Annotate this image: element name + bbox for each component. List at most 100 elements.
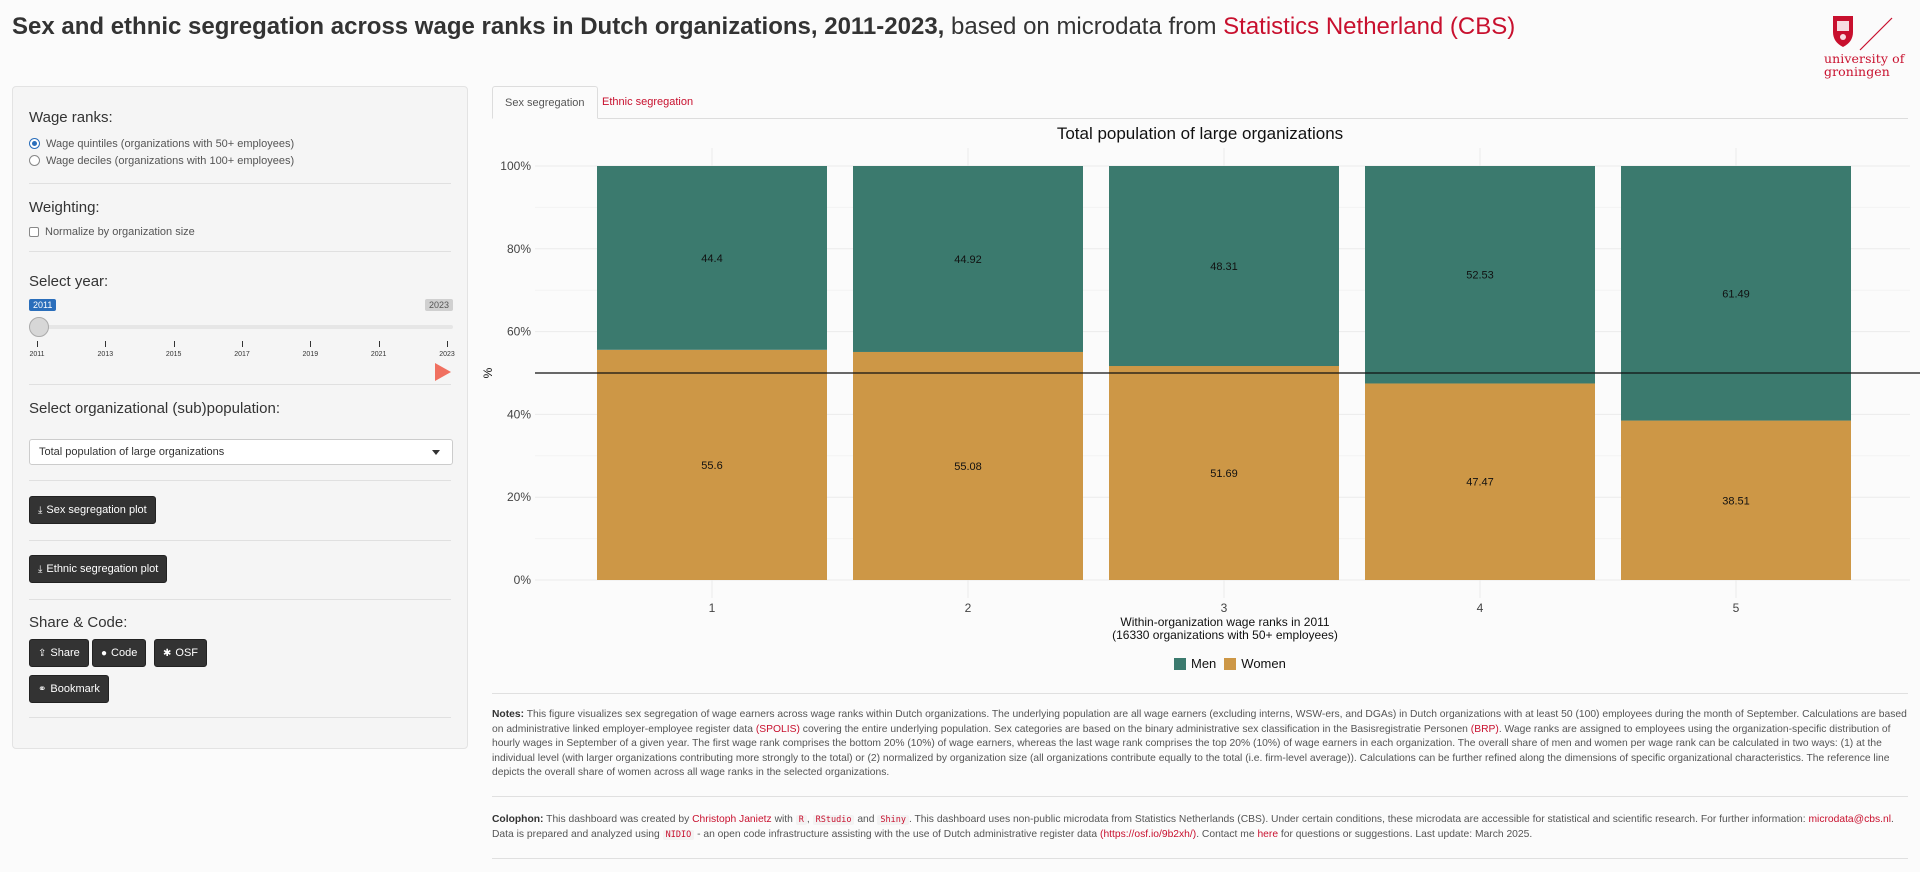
bar-women (1109, 366, 1339, 580)
share-code-title: Share & Code: (29, 614, 128, 631)
slider-tick-label: 2021 (370, 351, 387, 358)
download-icon: ⤓ (38, 563, 43, 575)
button-label: Code (111, 647, 138, 659)
data-label-men: 52.53 (1466, 270, 1494, 282)
divider (29, 599, 451, 600)
select-value: Total population of large organizations (39, 446, 225, 458)
osf-url-link[interactable]: (https://osf.io/9b2xh/) (1100, 828, 1197, 840)
x-axis-label: Within-organization wage ranks in 2011 (1120, 615, 1330, 629)
crest-icon (1833, 16, 1853, 47)
colophon-label: Colophon: (492, 814, 544, 825)
legend-swatch (1174, 657, 1186, 670)
ethnic-segregation-plot-button[interactable]: ⤓ Ethnic segregation plot (29, 555, 168, 583)
slider-tick (310, 341, 312, 347)
slider-tick-label: 2011 (29, 351, 45, 358)
radio-wage-quintiles[interactable]: Wage quintiles (organizations with 50+ e… (29, 135, 294, 152)
divider (492, 693, 1908, 694)
title-bold: Sex and ethnic segregation across wage r… (12, 13, 945, 40)
x-tick-label: 4 (1477, 601, 1484, 615)
normalize-checkbox-row[interactable]: Normalize by organization size (29, 223, 195, 240)
radio-wage-deciles[interactable]: Wage deciles (organizations with 100+ em… (29, 152, 294, 169)
button-label: Bookmark (50, 683, 100, 695)
contact-link[interactable]: here (1257, 828, 1279, 840)
bar-women (853, 351, 1083, 580)
cbs-link[interactable]: Statistics Netherland (CBS) (1223, 13, 1516, 40)
bar-women (1621, 420, 1851, 580)
chart-legend: Men Women (1174, 656, 1294, 671)
osf-button[interactable]: ✱ OSF (154, 639, 208, 667)
brp-link[interactable]: (BRP) (1470, 723, 1499, 735)
slider-handle[interactable] (29, 317, 49, 337)
colophon-t1: This dashboard was created by (546, 814, 690, 825)
author-link[interactable]: Christoph Janietz (692, 814, 772, 825)
population-title: Select organizational (sub)population: (29, 400, 280, 417)
slider-tick-label: 2015 (165, 351, 182, 358)
segregation-chart: 0% 20% 40% 60% 80% 100% 55.6 44.4 1 55.08 44.92 2 51… (481, 148, 1920, 615)
y-tick-label: 0% (514, 573, 532, 587)
normalize-checkbox[interactable] (29, 226, 39, 237)
slider-track[interactable] (37, 325, 453, 329)
osf-icon: ✱ (163, 647, 172, 659)
tab-sex-segregation[interactable]: Sex segregation (492, 86, 598, 119)
email-link[interactable]: microdata@cbs.nl (1808, 814, 1892, 825)
code-nidio: NIDIO (662, 829, 695, 840)
data-label-women: 55.6 (701, 460, 722, 472)
divider (29, 183, 451, 184)
legend-item-men: Men (1174, 656, 1216, 671)
data-label-men: 44.92 (954, 254, 982, 266)
bar-men (853, 166, 1083, 352)
slider-min-badge: 2011 (29, 299, 57, 311)
button-label: Share (50, 647, 80, 659)
notes-label: Notes: (492, 709, 525, 720)
legend-item-women: Women (1224, 656, 1286, 671)
chevron-down-icon (432, 450, 440, 455)
weighting-title: Weighting: (29, 199, 100, 216)
radio-button[interactable] (29, 138, 40, 149)
colophon-t2: with (774, 814, 793, 825)
spolis-link[interactable]: (SPOLIS) (755, 723, 800, 735)
checkbox-label: Normalize by organization size (45, 225, 195, 238)
slider-tick (37, 341, 38, 347)
divider (29, 480, 451, 481)
share-icon: ⇪ (38, 647, 47, 659)
y-tick-label: 20% (507, 490, 531, 504)
slider-tick (173, 341, 175, 347)
page-title: Sex and ethnic segregation across wage r… (12, 10, 1640, 50)
tab-ethnic-segregation[interactable]: Ethnic segregation (602, 96, 694, 108)
divider (29, 384, 451, 385)
x-axis-title: Within-organization wage ranks in 2011 (… (1000, 616, 1450, 642)
bar-women (597, 349, 827, 580)
y-tick-label: 80% (507, 242, 531, 256)
radio-button[interactable] (29, 155, 40, 166)
colophon-t4: . This dashboard uses non-public microda… (908, 814, 1806, 825)
code-r: R (795, 815, 807, 825)
data-label-men: 48.31 (1210, 261, 1238, 273)
bar-men (1621, 166, 1851, 421)
sex-segregation-plot-button[interactable]: ⤓ Sex segregation plot (29, 496, 156, 524)
colophon-text: Colophon: This dashboard was created by … (492, 814, 1894, 840)
population-select[interactable]: Total population of large organizations (29, 439, 453, 465)
colophon-t8: for questions or suggestions. Last updat… (1280, 828, 1533, 840)
legend-label: Women (1241, 656, 1286, 671)
slider-max-badge: 2023 (424, 299, 453, 311)
notes-text: Notes: This figure visualizes sex segreg… (492, 708, 1908, 781)
year-slider[interactable]: 2011 2023 2011 2013 2015 2017 2019 2021 2023 (29, 299, 455, 389)
x-tick-label: 3 (1221, 601, 1228, 615)
logo-line1: university of (1824, 51, 1905, 66)
code-shiny: Shiny (877, 815, 909, 825)
code-button[interactable]: ● Code (92, 639, 147, 667)
divider (29, 717, 451, 718)
y-axis-label: % (481, 367, 495, 378)
slash-icon (1859, 17, 1893, 51)
colophon-t3: and (857, 814, 875, 825)
share-button[interactable]: ⇪ Share (29, 639, 89, 667)
bar-men (597, 166, 827, 350)
slider-tick-label: 2013 (97, 351, 114, 358)
x-axis-sublabel: (16330 organizations with 50+ employees) (1112, 628, 1338, 642)
data-label-women: 47.47 (1466, 477, 1494, 489)
sidebar-panel: Wage ranks: Wage quintiles (organization… (12, 86, 468, 749)
university-logo: university of groningen (1818, 14, 1908, 78)
legend-swatch (1224, 657, 1237, 670)
play-icon[interactable] (435, 363, 451, 381)
bookmark-button[interactable]: ⚭ Bookmark (29, 675, 109, 703)
